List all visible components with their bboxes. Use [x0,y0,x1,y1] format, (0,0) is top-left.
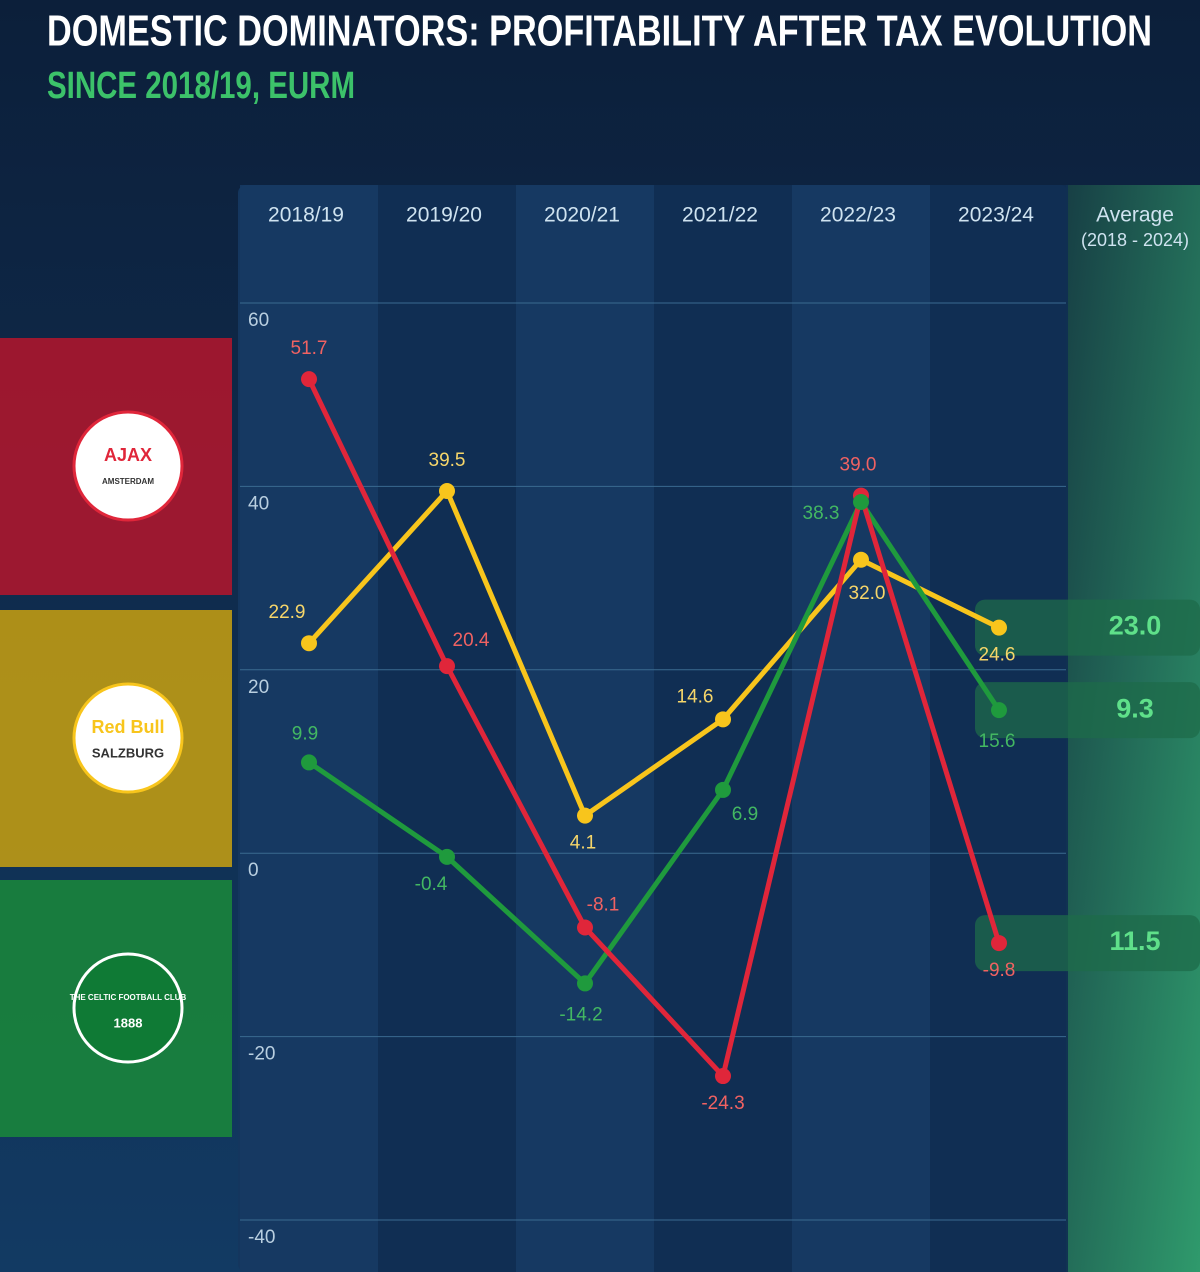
team-logo-subtext: 1888 [114,1015,143,1030]
value-label: 14.6 [677,686,714,707]
value-label: -0.4 [415,874,448,895]
series-line [307,499,1002,986]
point [853,493,869,510]
average-box [975,915,1200,972]
point [301,371,317,388]
value-label: 39.0 [840,455,877,476]
chart-title: DOMESTIC DOMINATORS: PROFITABILITY AFTER… [47,7,1152,56]
y-tick-label: 20 [248,677,269,698]
value-label: 9.9 [292,723,318,744]
column-band [516,185,654,1272]
team-logo-name: Red Bull [91,717,164,737]
point [715,1068,731,1085]
point [991,935,1007,952]
value-label: -14.2 [559,1004,602,1025]
point [715,781,731,798]
team-logo-subtext: AMSTERDAM [102,477,154,486]
value-label: 4.1 [570,833,596,854]
point [439,658,455,675]
value-label: 39.5 [429,450,466,471]
value-label: 15.6 [979,731,1016,752]
point [439,482,455,499]
value-label: 38.3 [803,503,840,524]
value-label: -9.8 [983,960,1016,981]
average-period: (2018 - 2024) [1081,230,1189,250]
average-box [975,599,1200,656]
x-tick-label: 2019/20 [406,204,482,227]
y-tick-label: 60 [248,310,269,331]
point [577,975,593,992]
average-label: 9.3 [1116,693,1154,723]
value-label: -8.1 [587,894,620,915]
point [439,848,455,865]
value-label: 6.9 [732,804,758,825]
column-band [378,185,516,1272]
team-logo-subtext: SALZBURG [92,745,164,760]
point [301,754,317,771]
point [577,807,593,824]
value-label: -24.3 [701,1093,744,1114]
x-tick-label: 2021/22 [682,204,758,227]
point [577,919,593,936]
chart-subtitle: SINCE 2018/19, EURM [47,65,355,107]
team-logo-name: THE CELTIC FOOTBALL CLUB [70,993,187,1002]
y-tick-label: -20 [248,1044,275,1065]
x-tick-label: 2018/19 [268,204,344,227]
y-tick-label: -40 [248,1227,275,1248]
point [991,619,1007,636]
point [853,551,869,568]
point [715,711,731,728]
column-band [792,185,930,1272]
point [991,702,1007,719]
point [301,635,317,652]
x-tick-label: 2020/21 [544,204,620,227]
x-tick-label: 2023/24 [958,204,1034,227]
average-title: Average [1096,204,1174,227]
team-logo [72,682,184,794]
y-tick-label: 0 [248,860,259,881]
value-label: 22.9 [269,602,306,623]
average-box [975,682,1200,739]
value-label: 32.0 [849,583,886,604]
average-label: 23.0 [1109,611,1162,641]
average-label: 11.5 [1109,926,1160,956]
y-tick-label: 40 [248,493,269,514]
value-label: 20.4 [453,630,490,651]
column-band [654,185,792,1272]
column-band [240,185,378,1272]
value-label: 24.6 [979,645,1016,666]
value-label: 51.7 [291,338,328,359]
x-tick-label: 2022/23 [820,204,896,227]
team-logo [72,410,184,522]
team-logo [72,952,184,1064]
series-line [306,378,1002,1079]
team-logo-name: AJAX [104,445,152,465]
